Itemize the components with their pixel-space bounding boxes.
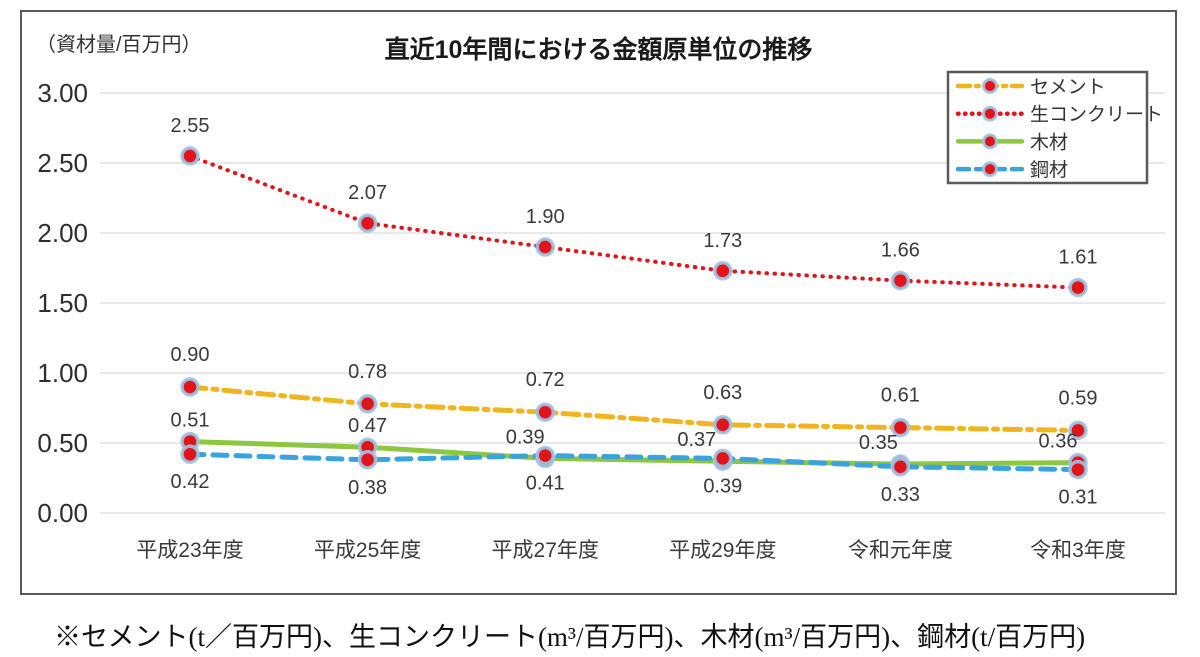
marker-concrete bbox=[180, 146, 200, 166]
legend-marker-steel bbox=[982, 161, 998, 178]
data-label-cement: 0.61 bbox=[881, 385, 920, 407]
data-label-concrete: 2.55 bbox=[171, 115, 210, 137]
data-label-cement: 0.78 bbox=[348, 361, 387, 383]
marker-steel bbox=[713, 448, 733, 469]
marker-cement bbox=[890, 417, 911, 438]
marker-cement bbox=[180, 377, 200, 397]
data-label-wood: 0.36 bbox=[1039, 431, 1078, 453]
data-label-cement: 0.72 bbox=[526, 369, 565, 391]
marker-concrete bbox=[357, 213, 378, 233]
data-label-cement: 0.90 bbox=[171, 344, 210, 366]
marker-steel bbox=[890, 457, 911, 477]
marker-cement bbox=[357, 394, 378, 414]
data-label-steel: 0.42 bbox=[171, 471, 210, 493]
legend-label-wood: 木材 bbox=[1030, 131, 1068, 153]
y-tick-label: 2.00 bbox=[37, 218, 88, 248]
marker-cement bbox=[1068, 420, 1088, 441]
series-line-cement bbox=[187, 384, 1081, 433]
marker-cement bbox=[713, 415, 733, 435]
marker-steel bbox=[535, 445, 555, 466]
data-label-concrete: 1.61 bbox=[1059, 247, 1098, 269]
data-label-concrete: 1.66 bbox=[881, 240, 920, 262]
x-tick-label: 令和3年度 bbox=[1030, 539, 1126, 562]
data-label-wood: 0.51 bbox=[171, 410, 210, 432]
x-tick-label: 令和元年度 bbox=[848, 539, 953, 562]
y-tick-label: 0.50 bbox=[37, 428, 88, 458]
data-label-wood: 0.37 bbox=[677, 429, 716, 451]
data-label-steel: 0.31 bbox=[1059, 487, 1098, 509]
chart-title: 直近10年間における金額原単位の推移 bbox=[384, 36, 813, 64]
series-line-wood bbox=[187, 439, 1081, 467]
data-label-cement: 0.63 bbox=[703, 382, 742, 404]
marker-steel bbox=[1068, 459, 1088, 480]
marker-steel bbox=[357, 450, 378, 470]
y-axis-unit-label: （資材量/百万円） bbox=[36, 34, 202, 56]
y-tick-label: 3.00 bbox=[37, 78, 88, 108]
marker-steel bbox=[180, 444, 200, 464]
marker-concrete bbox=[890, 270, 911, 291]
x-tick-label: 平成29年度 bbox=[669, 539, 776, 562]
legend-marker-cement bbox=[982, 78, 998, 94]
legend-label-cement: セメント bbox=[1030, 77, 1106, 98]
y-tick-label: 0.00 bbox=[37, 498, 88, 528]
data-label-steel: 0.39 bbox=[703, 475, 742, 497]
marker-concrete bbox=[535, 237, 555, 257]
x-tick-label: 平成23年度 bbox=[136, 539, 243, 562]
y-tick-label: 2.50 bbox=[37, 148, 88, 178]
data-label-cement: 0.59 bbox=[1059, 387, 1098, 409]
data-label-steel: 0.38 bbox=[348, 477, 387, 499]
y-tick-label: 1.00 bbox=[37, 358, 88, 388]
x-tick-label: 平成25年度 bbox=[314, 539, 421, 562]
data-label-concrete: 2.07 bbox=[348, 182, 387, 204]
legend-marker-wood bbox=[982, 133, 998, 150]
legend-box bbox=[946, 70, 1149, 185]
data-label-wood: 0.35 bbox=[859, 432, 898, 454]
legend-label-steel: 鋼材 bbox=[1030, 159, 1068, 181]
data-label-steel: 0.33 bbox=[881, 484, 920, 506]
data-label-wood: 0.47 bbox=[348, 415, 387, 437]
data-label-concrete: 1.73 bbox=[703, 230, 742, 252]
data-label-steel: 0.41 bbox=[526, 473, 565, 495]
x-tick-label: 平成27年度 bbox=[492, 539, 599, 562]
legend-label-concrete: 生コンクリート bbox=[1030, 104, 1163, 126]
y-tick-label: 1.50 bbox=[37, 288, 88, 318]
data-label-wood: 0.39 bbox=[506, 426, 545, 448]
marker-concrete bbox=[1068, 277, 1088, 298]
series-line-steel bbox=[187, 451, 1081, 473]
data-label-concrete: 1.90 bbox=[526, 206, 565, 228]
units-footnote: ※セメント(t／百万円)、生コンクリート(m³/百万円)、木材(m³/百万円)、… bbox=[54, 622, 1086, 652]
legend-marker-concrete bbox=[982, 105, 998, 122]
marker-cement bbox=[535, 402, 555, 422]
marker-concrete bbox=[713, 261, 733, 281]
series-line-concrete bbox=[188, 154, 1080, 290]
